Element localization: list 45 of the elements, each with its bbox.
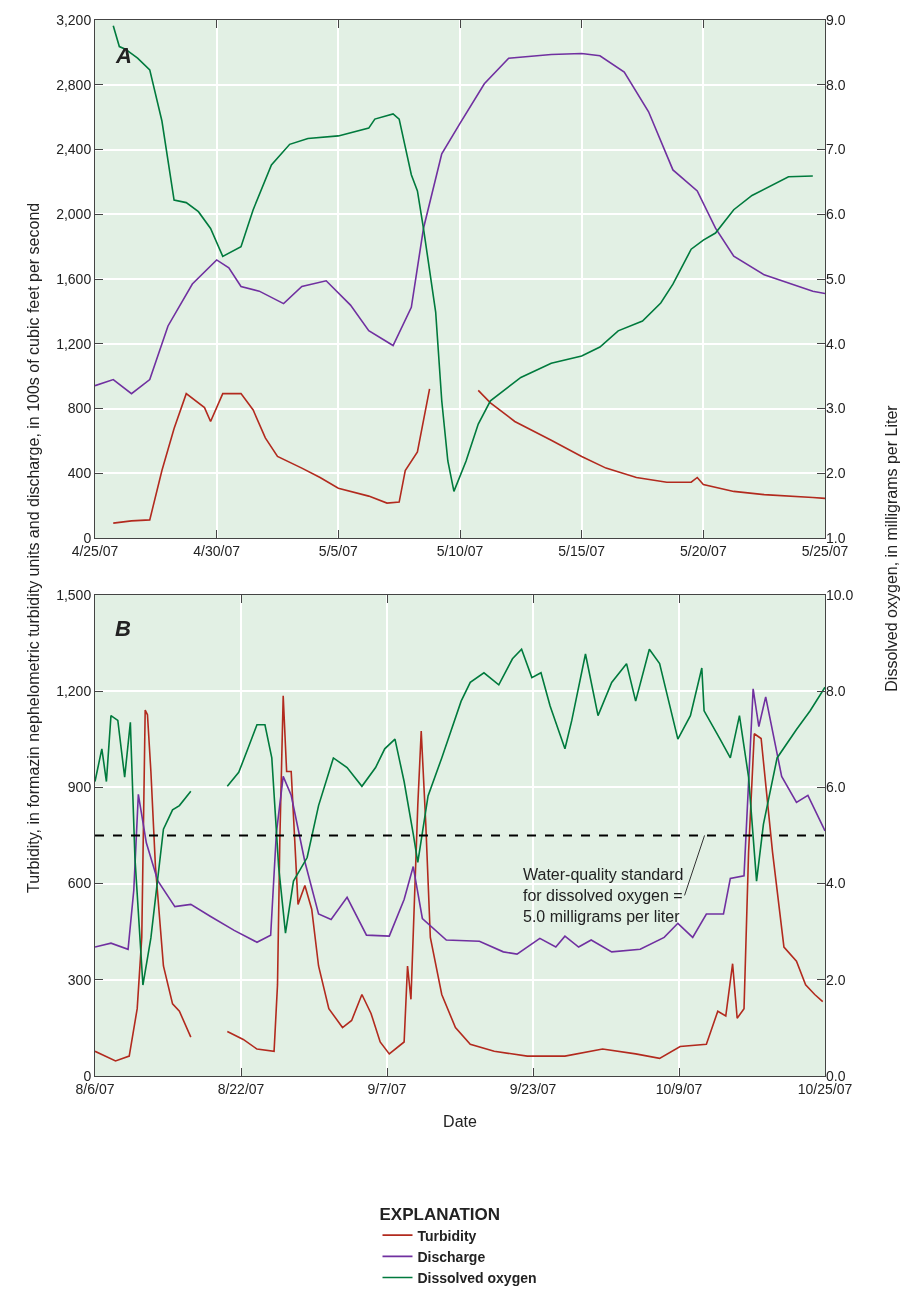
y2-tick-label: 3.0 (826, 400, 846, 417)
annotation: B (115, 616, 131, 641)
y2-tick-label: 8.0 (826, 682, 846, 699)
legend-label: Dissolved oxygen (417, 1270, 537, 1286)
legend-label: Discharge (417, 1248, 486, 1265)
y-tick-label: 800 (67, 400, 92, 417)
y2-tick-label: 6.0 (826, 779, 846, 796)
y2-tick-label: 2.0 (826, 971, 846, 988)
y-tick-label: 300 (67, 971, 92, 988)
y2-tick-label: 10.0 (826, 586, 854, 603)
x-tick-label: 5/10/07 (436, 542, 484, 559)
x-tick-label: 5/15/07 (558, 542, 606, 559)
y-tick-label: 1,500 (56, 586, 92, 603)
x-tick-label: 5/20/07 (679, 542, 727, 559)
y-tick-label: 1,600 (56, 270, 92, 287)
y2-axis-title: Dissolved oxygen, in milligrams per Liter (882, 404, 900, 692)
y-tick-label: 2,400 (56, 141, 92, 158)
x-tick-label: 5/5/07 (318, 542, 358, 559)
legend-title: EXPLANATION (379, 1204, 501, 1224)
legend-label: Turbidity (417, 1227, 477, 1244)
y2-tick-label: 4.0 (826, 875, 846, 892)
y-tick-label: 900 (67, 779, 92, 796)
y-tick-label: 400 (67, 465, 92, 482)
x-tick-label: 9/23/07 (509, 1080, 557, 1097)
y-tick-label: 3,200 (56, 11, 92, 28)
y2-tick-label: 9.0 (826, 11, 846, 28)
y-axis-title: Turbidity, in formazin nephelometric turbidity units and discharge, in 100s of cubic feet per second (24, 202, 42, 893)
y-tick-label: 600 (67, 875, 92, 892)
y-tick-label: 1,200 (56, 335, 92, 352)
x-tick-label: 10/9/07 (655, 1080, 703, 1097)
y2-tick-label: 5.0 (826, 270, 846, 287)
annotation: A (115, 43, 132, 68)
y-tick-label: 2,800 (56, 76, 92, 93)
x-tick-label: 8/22/07 (217, 1080, 265, 1097)
x-axis-title: Date (443, 1113, 477, 1131)
y-tick-label: 1,200 (56, 682, 92, 699)
y2-tick-label: 6.0 (826, 206, 846, 223)
y-tick-label: 2,000 (56, 206, 92, 223)
x-tick-label: 9/7/07 (367, 1080, 407, 1097)
x-tick-label: 4/30/07 (193, 542, 241, 559)
y2-tick-label: 4.0 (826, 335, 846, 352)
y2-tick-label: 8.0 (826, 76, 846, 93)
y2-tick-label: 7.0 (826, 141, 846, 158)
y2-tick-label: 2.0 (826, 465, 846, 482)
ref-line-label: Water-quality standard for dissolved oxygen = 5.0 milligrams per liter (523, 866, 684, 925)
